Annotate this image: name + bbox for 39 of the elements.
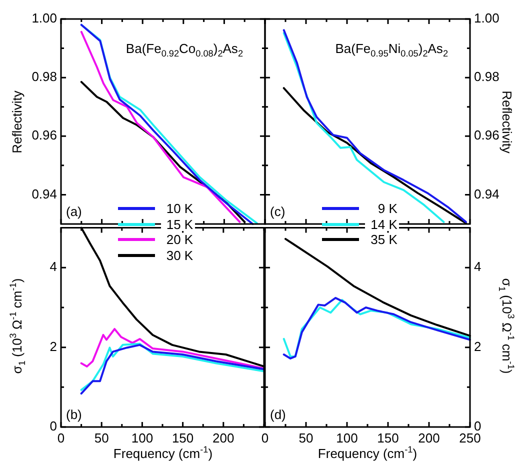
legend-label: 35 K xyxy=(365,232,400,248)
x-tick-label: 150 xyxy=(172,430,194,446)
annotation: (a) xyxy=(66,204,82,219)
legend-label: 15 K xyxy=(161,216,196,232)
x-tick-label: 200 xyxy=(212,430,234,446)
y2-tick-label: 2 xyxy=(474,338,482,354)
annotation: (c) xyxy=(270,204,286,219)
y-tick-label: 4 xyxy=(50,259,57,274)
y2-tick-label: 4 xyxy=(474,259,482,274)
y-tick-label: 0.98 xyxy=(32,69,57,84)
y-axis-title: Reflectivity xyxy=(10,90,24,153)
x-tick-label: 150 xyxy=(377,430,399,446)
annotation: Ba(Fe$_{0.95}$Ni$_{0.05}$)$_{2}$As$_{2}$ xyxy=(335,41,448,59)
x-tick-label: 200 xyxy=(418,430,440,446)
x-tick-label: 50 xyxy=(94,430,109,446)
y-tick-label: 1.00 xyxy=(32,10,57,26)
y2-tick-label: 0.98 xyxy=(474,69,500,84)
x-tick-label: 50 xyxy=(298,430,314,446)
legend-label: 30 K xyxy=(161,248,196,263)
x-tick-label: 0 xyxy=(261,430,269,446)
y-tick-label: 2 xyxy=(50,338,57,354)
annotation: (b) xyxy=(66,407,82,422)
x-axis-title: Frequency (cm$^{-1}$) xyxy=(113,444,213,461)
legend-label: 14 K xyxy=(365,216,400,232)
legend-label: 20 K xyxy=(161,232,196,248)
y2-tick-label: 0.96 xyxy=(474,128,500,143)
y2-axis-title: Reflectivity xyxy=(500,90,514,153)
x-tick-label: 100 xyxy=(131,430,154,446)
legend-label: 10 K xyxy=(161,201,196,216)
x-tick-label: 100 xyxy=(336,430,358,446)
y-tick-label: 0.94 xyxy=(32,186,57,202)
legend-label: 9 K xyxy=(365,201,400,216)
y-tick-label: 0 xyxy=(50,418,57,434)
annotation: Ba(Fe$_{0.92}$Co$_{0.08}$)$_{2}$As$_{2}$ xyxy=(126,41,243,59)
y2-tick-label: 0.94 xyxy=(474,186,500,202)
y2-tick-label: 1.00 xyxy=(474,10,500,26)
x-axis-title: Frequency (cm$^{-1}$) xyxy=(318,444,418,461)
y-tick-label: 0.96 xyxy=(32,128,57,143)
annotation: (d) xyxy=(270,407,286,422)
